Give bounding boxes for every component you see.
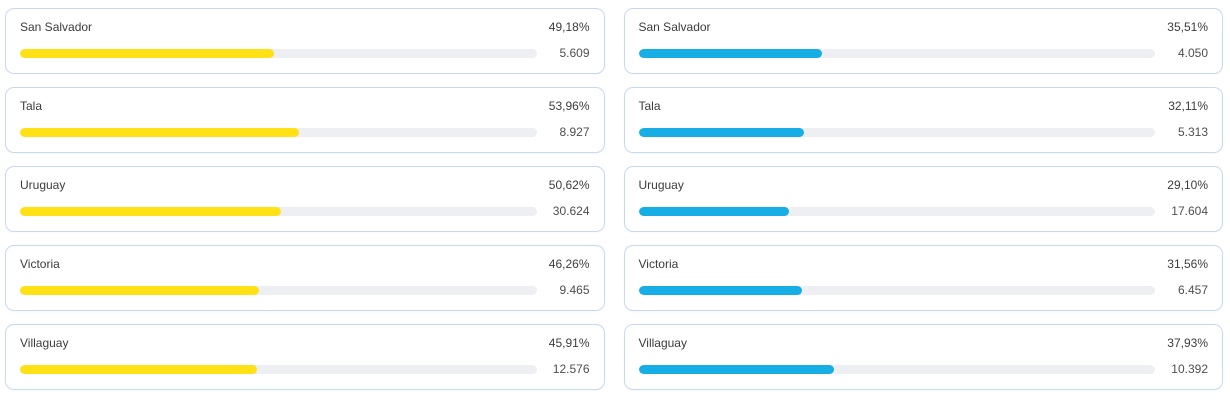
percent-label: 45,91% <box>548 336 590 350</box>
card-right-tala: Tala 32,11% 5.313 <box>623 87 1223 153</box>
card-left-tala: Tala 53,96% 8.927 <box>5 87 605 153</box>
card-header: Tala 32,11% <box>639 99 1209 113</box>
bar-row: 9.465 <box>20 283 590 297</box>
card-left-victoria: Victoria 46,26% 9.465 <box>5 245 605 311</box>
card-left-villaguay: Villaguay 45,91% 12.576 <box>5 324 605 390</box>
progress-fill <box>20 48 274 58</box>
left-column: San Salvador 49,18% 5.609 Tala 53,96% 8.… <box>5 8 605 399</box>
percent-label: 35,51% <box>1167 20 1208 34</box>
percent-label: 31,56% <box>1167 257 1208 271</box>
progress-fill <box>20 364 258 374</box>
progress-fill <box>20 285 259 295</box>
progress-track <box>20 206 537 216</box>
progress-fill <box>638 48 822 58</box>
bar-row: 4.050 <box>638 46 1208 60</box>
category-label: Uruguay <box>638 178 684 192</box>
card-right-uruguay: Uruguay 29,10% 17.604 <box>623 166 1223 232</box>
count-label: 10.392 <box>1171 362 1208 376</box>
progress-fill <box>20 206 282 216</box>
count-label: 17.604 <box>1171 204 1208 218</box>
card-header: Victoria 31,56% <box>639 257 1209 271</box>
category-label: Victoria <box>638 257 679 271</box>
category-label: San Salvador <box>20 20 93 34</box>
bar-row: 5.609 <box>20 46 590 60</box>
category-label: Villaguay <box>638 336 687 350</box>
count-label: 9.465 <box>559 283 590 297</box>
progress-track <box>638 285 1155 295</box>
progress-fill <box>20 127 299 137</box>
bar-row: 30.624 <box>20 204 590 218</box>
progress-track <box>638 127 1155 137</box>
progress-track <box>20 48 537 58</box>
count-label: 8.927 <box>559 125 590 139</box>
count-label: 5.313 <box>1177 125 1208 139</box>
card-right-villaguay: Villaguay 37,93% 10.392 <box>623 324 1223 390</box>
progress-fill <box>638 364 835 374</box>
progress-fill <box>638 127 805 137</box>
card-header: Uruguay 50,62% <box>20 178 590 192</box>
right-column: San Salvador 35,51% 4.050 Tala 32,11% 5.… <box>623 8 1223 399</box>
category-label: Villaguay <box>20 336 69 350</box>
count-label: 5.609 <box>559 46 590 60</box>
category-label: Uruguay <box>20 178 66 192</box>
count-label: 12.576 <box>552 362 590 376</box>
progress-fill <box>638 285 802 295</box>
card-header: San Salvador 35,51% <box>639 20 1209 34</box>
percent-label: 32,11% <box>1168 99 1208 113</box>
percent-label: 50,62% <box>548 178 590 192</box>
bar-row: 8.927 <box>20 125 590 139</box>
category-label: San Salvador <box>638 20 711 34</box>
percent-label: 37,93% <box>1167 336 1208 350</box>
card-right-victoria: Victoria 31,56% 6.457 <box>623 245 1223 311</box>
progress-track <box>20 285 537 295</box>
card-right-san-salvador: San Salvador 35,51% 4.050 <box>623 8 1223 74</box>
card-header: Villaguay 37,93% <box>639 336 1209 350</box>
card-header: Tala 53,96% <box>20 99 590 113</box>
percent-label: 46,26% <box>548 257 590 271</box>
card-left-san-salvador: San Salvador 49,18% 5.609 <box>5 8 605 74</box>
progress-fill <box>638 206 789 216</box>
bar-row: 12.576 <box>20 362 590 376</box>
progress-track <box>638 364 1155 374</box>
percent-label: 53,96% <box>548 99 590 113</box>
progress-track <box>638 48 1155 58</box>
category-label: Tala <box>638 99 661 113</box>
bar-row: 10.392 <box>638 362 1208 376</box>
card-header: San Salvador 49,18% <box>20 20 590 34</box>
category-label: Victoria <box>20 257 60 271</box>
category-label: Tala <box>20 99 43 113</box>
bar-row: 5.313 <box>638 125 1208 139</box>
count-label: 4.050 <box>1177 46 1208 60</box>
card-header: Uruguay 29,10% <box>639 178 1209 192</box>
card-header: Victoria 46,26% <box>20 257 590 271</box>
percent-label: 29,10% <box>1167 178 1208 192</box>
count-label: 6.457 <box>1177 283 1208 297</box>
bar-row: 6.457 <box>638 283 1208 297</box>
card-header: Villaguay 45,91% <box>20 336 590 350</box>
card-left-uruguay: Uruguay 50,62% 30.624 <box>5 166 605 232</box>
progress-track <box>20 364 537 374</box>
progress-track <box>20 127 537 137</box>
bar-row: 17.604 <box>638 204 1208 218</box>
count-label: 30.624 <box>552 204 590 218</box>
percent-label: 49,18% <box>548 20 590 34</box>
progress-track <box>638 206 1155 216</box>
